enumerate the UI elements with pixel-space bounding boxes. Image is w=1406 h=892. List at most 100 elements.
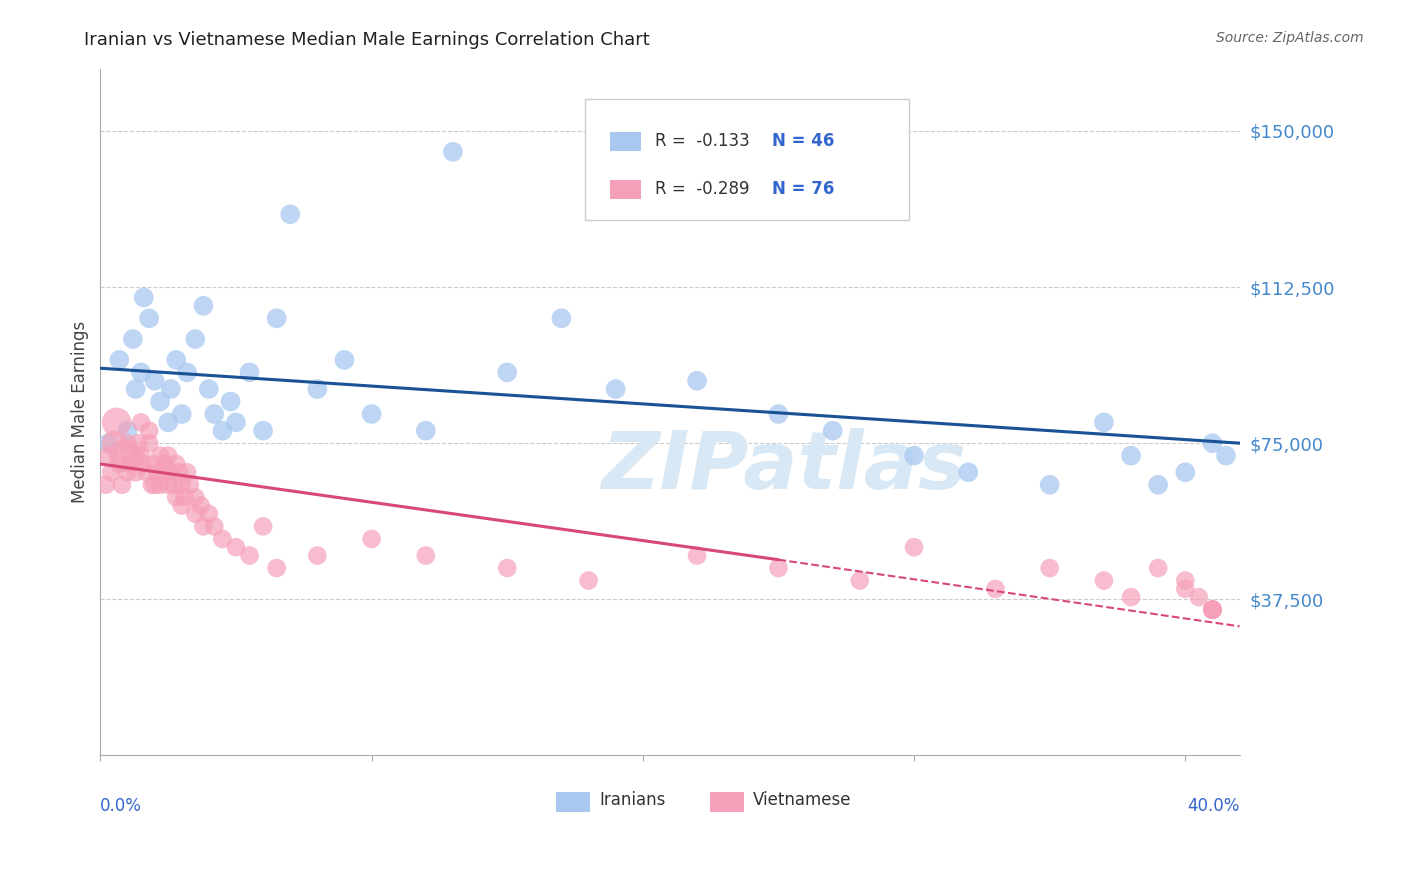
Point <box>122 332 145 346</box>
Point <box>103 436 125 450</box>
Point <box>266 561 288 575</box>
Point <box>124 382 146 396</box>
Point <box>94 477 117 491</box>
Point <box>686 549 709 563</box>
Point <box>143 374 166 388</box>
Y-axis label: Median Male Earnings: Median Male Earnings <box>72 321 89 503</box>
Point <box>1201 602 1223 616</box>
Point <box>176 465 198 479</box>
Point <box>211 424 233 438</box>
Text: Iranian vs Vietnamese Median Male Earnings Correlation Chart: Iranian vs Vietnamese Median Male Earnin… <box>84 31 650 49</box>
Point <box>211 532 233 546</box>
Point <box>1147 477 1170 491</box>
Point <box>849 574 872 588</box>
Point <box>1039 561 1062 575</box>
Point <box>184 507 207 521</box>
Point <box>132 457 155 471</box>
Point <box>124 465 146 479</box>
Point <box>155 457 177 471</box>
Point <box>170 499 193 513</box>
Text: R =  -0.133: R = -0.133 <box>655 132 749 151</box>
Point <box>176 365 198 379</box>
Point <box>173 490 195 504</box>
Point <box>117 424 139 438</box>
Point <box>219 394 242 409</box>
Point <box>333 352 356 367</box>
Text: Source: ZipAtlas.com: Source: ZipAtlas.com <box>1216 31 1364 45</box>
Text: R =  -0.289: R = -0.289 <box>655 180 749 198</box>
Point <box>238 549 260 563</box>
FancyBboxPatch shape <box>710 792 744 813</box>
Point <box>149 449 172 463</box>
Point <box>100 465 122 479</box>
Point <box>202 519 225 533</box>
Point <box>1119 590 1142 604</box>
Point <box>1201 602 1223 616</box>
Point <box>903 540 925 554</box>
Text: Iranians: Iranians <box>599 791 665 809</box>
Point <box>160 382 183 396</box>
Point <box>360 532 382 546</box>
Point <box>821 424 844 438</box>
Point <box>141 477 163 491</box>
Point <box>170 477 193 491</box>
Point <box>278 207 301 221</box>
Point <box>129 449 152 463</box>
Point <box>415 424 437 438</box>
Point <box>1174 582 1197 596</box>
Point <box>179 477 201 491</box>
Point <box>768 561 790 575</box>
Point <box>550 311 572 326</box>
Point <box>1092 574 1115 588</box>
Point <box>1174 574 1197 588</box>
Point <box>307 549 329 563</box>
Point <box>1201 602 1223 616</box>
Point <box>496 561 519 575</box>
Point <box>165 457 187 471</box>
Point <box>441 145 464 159</box>
Point <box>686 374 709 388</box>
Point <box>129 415 152 429</box>
Point <box>1215 449 1237 463</box>
Point <box>984 582 1007 596</box>
Point <box>120 457 142 471</box>
Point <box>135 465 157 479</box>
Point <box>1201 436 1223 450</box>
FancyBboxPatch shape <box>610 179 641 199</box>
Point <box>157 449 180 463</box>
Point <box>1039 477 1062 491</box>
Point <box>1201 602 1223 616</box>
Point <box>198 382 221 396</box>
Point <box>184 332 207 346</box>
Point <box>117 436 139 450</box>
Point <box>496 365 519 379</box>
Point <box>97 436 120 450</box>
Point <box>114 449 136 463</box>
Text: Vietnamese: Vietnamese <box>754 791 852 809</box>
Point <box>266 311 288 326</box>
Point <box>238 365 260 379</box>
Point <box>190 499 212 513</box>
Point <box>184 490 207 504</box>
Point <box>202 407 225 421</box>
Point <box>143 457 166 471</box>
FancyBboxPatch shape <box>555 792 591 813</box>
Point <box>1092 415 1115 429</box>
Point <box>225 415 247 429</box>
Point <box>360 407 382 421</box>
Point <box>193 299 215 313</box>
Point <box>165 352 187 367</box>
Point <box>957 465 980 479</box>
Point <box>193 519 215 533</box>
Point <box>252 519 274 533</box>
Point <box>157 415 180 429</box>
Point <box>138 311 160 326</box>
Point <box>225 540 247 554</box>
Point <box>108 457 131 471</box>
Point <box>605 382 627 396</box>
Point <box>165 490 187 504</box>
Point <box>132 290 155 304</box>
Point <box>146 465 169 479</box>
FancyBboxPatch shape <box>585 99 910 219</box>
Point <box>111 477 134 491</box>
